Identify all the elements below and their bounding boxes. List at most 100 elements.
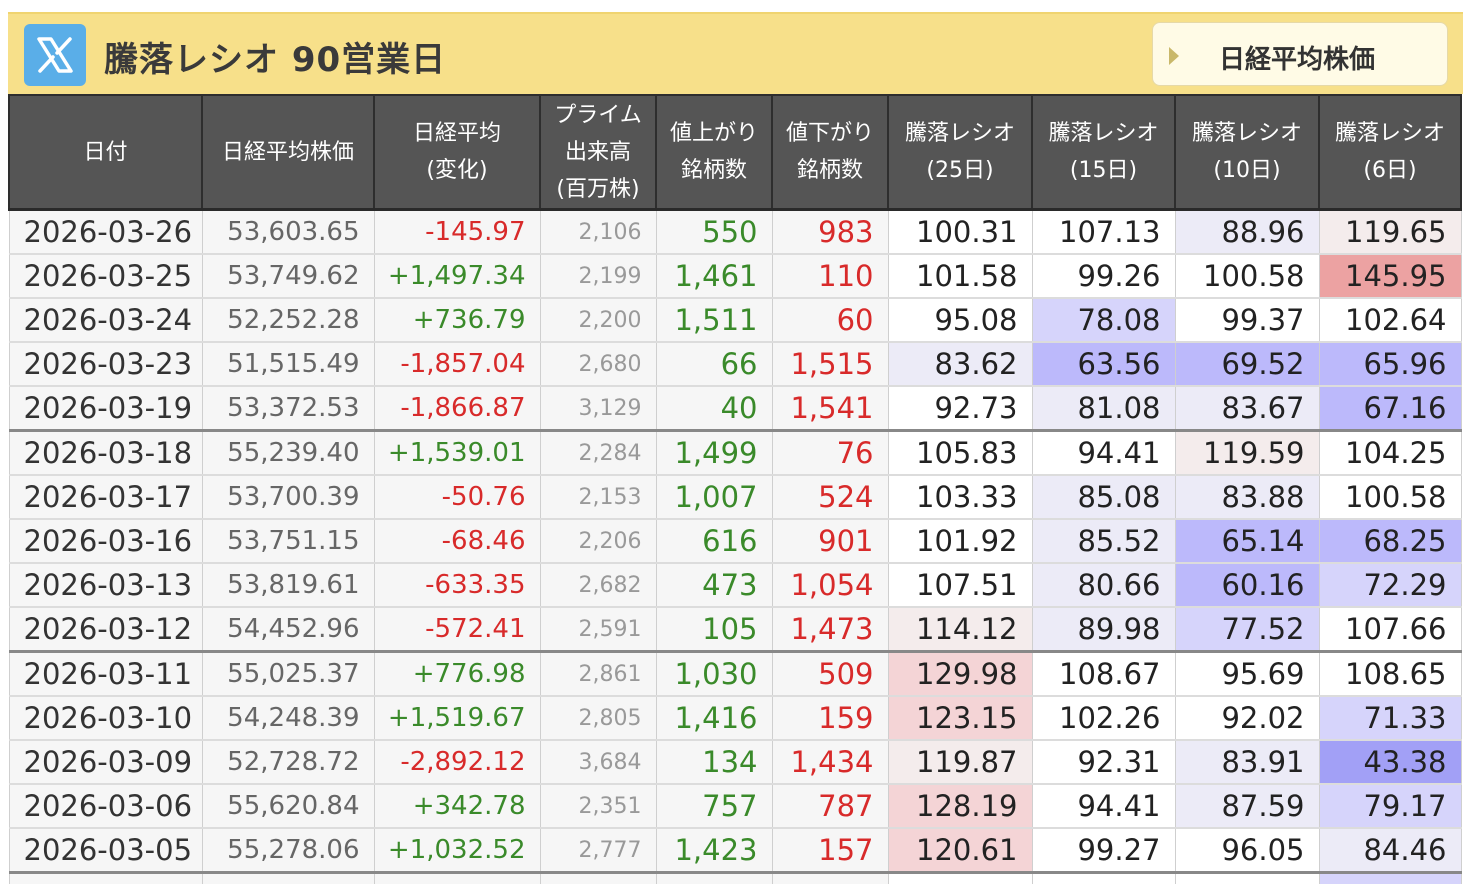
cell-r10: 87.59 — [1175, 784, 1319, 828]
column-header-date[interactable]: 日付 — [9, 95, 202, 210]
cell-r10: 83.67 — [1175, 386, 1319, 431]
cell-date: 2026-03-16 — [9, 519, 202, 563]
x-logo-icon[interactable] — [24, 24, 86, 86]
cell-r6: 108.65 — [1319, 652, 1461, 697]
cell-partial — [772, 873, 888, 884]
cell-r15: 99.26 — [1032, 254, 1175, 298]
cell-change: +736.79 — [374, 298, 540, 342]
cell-volume: 2,805 — [540, 696, 656, 740]
column-header-label: 騰落レシオ — [905, 121, 1015, 146]
cell-volume: 2,682 — [540, 563, 656, 607]
column-header-label: 銘柄数 — [797, 158, 863, 183]
cell-r15: 108.67 — [1032, 652, 1175, 697]
cell-change: -633.35 — [374, 563, 540, 607]
cell-partial — [540, 873, 656, 884]
cell-nikkei: 55,025.37 — [202, 652, 374, 697]
cell-dec: 509 — [772, 652, 888, 697]
column-header-r25[interactable]: 騰落レシオ (25日) — [888, 95, 1032, 210]
column-header-label: (25日) — [926, 158, 993, 183]
cell-r10: 65.14 — [1175, 519, 1319, 563]
cell-r10: 119.59 — [1175, 431, 1319, 476]
cell-nikkei: 55,278.06 — [202, 828, 374, 873]
cell-date: 2026-03-19 — [9, 386, 202, 431]
column-header-r6[interactable]: 騰落レシオ(6日) — [1319, 95, 1461, 210]
cell-date: 2026-03-24 — [9, 298, 202, 342]
column-header-adv[interactable]: 値上がり銘柄数 — [656, 95, 772, 210]
cell-r25: 83.62 — [888, 342, 1032, 386]
cell-r6: 100.58 — [1319, 475, 1461, 519]
cell-r25: 107.51 — [888, 563, 1032, 607]
cell-r6: 107.66 — [1319, 607, 1461, 652]
column-header-r10[interactable]: 騰落レシオ(10日) — [1175, 95, 1319, 210]
cell-r6: 84.46 — [1319, 828, 1461, 873]
column-header-nikkei[interactable]: 日経平均株価 — [202, 95, 374, 210]
cell-r25: 128.19 — [888, 784, 1032, 828]
nikkei-nav-button[interactable]: 日経平均株価 — [1152, 22, 1448, 86]
cell-adv: 757 — [656, 784, 772, 828]
cell-nikkei: 55,620.84 — [202, 784, 374, 828]
cell-volume: 2,680 — [540, 342, 656, 386]
cell-date: 2026-03-13 — [9, 563, 202, 607]
cell-r15: 107.13 — [1032, 210, 1175, 255]
cell-dec: 983 — [772, 210, 888, 255]
cell-r10: 77.52 — [1175, 607, 1319, 652]
cell-r15: 85.52 — [1032, 519, 1175, 563]
cell-dec: 1,434 — [772, 740, 888, 784]
column-header-label: (6日) — [1363, 158, 1416, 183]
cell-volume: 2,861 — [540, 652, 656, 697]
cell-adv: 40 — [656, 386, 772, 431]
cell-r25: 92.73 — [888, 386, 1032, 431]
cell-r15: 99.27 — [1032, 828, 1175, 873]
cell-r25: 123.15 — [888, 696, 1032, 740]
column-header-label: (15日) — [1070, 158, 1137, 183]
column-header-change[interactable]: 日経平均(変化) — [374, 95, 540, 210]
cell-volume: 2,206 — [540, 519, 656, 563]
cell-volume: 2,106 — [540, 210, 656, 255]
column-header-volume[interactable]: プライム出来高(百万株) — [540, 95, 656, 210]
column-header-label: 値下がり — [786, 121, 874, 146]
cell-date: 2026-03-23 — [9, 342, 202, 386]
cell-r6: 65.96 — [1319, 342, 1461, 386]
cell-partial — [1032, 873, 1175, 884]
column-header-r15[interactable]: 騰落レシオ(15日) — [1032, 95, 1175, 210]
cell-r10: 83.91 — [1175, 740, 1319, 784]
cell-dec: 787 — [772, 784, 888, 828]
cell-r25: 129.98 — [888, 652, 1032, 697]
cell-volume: 2,777 — [540, 828, 656, 873]
cell-adv: 1,461 — [656, 254, 772, 298]
cell-dec: 110 — [772, 254, 888, 298]
cell-r6: 43.38 — [1319, 740, 1461, 784]
cell-r10: 88.96 — [1175, 210, 1319, 255]
column-header-label: 出来高 — [565, 140, 631, 165]
cell-nikkei: 55,239.40 — [202, 431, 374, 476]
cell-date: 2026-03-06 — [9, 784, 202, 828]
cell-r25: 100.31 — [888, 210, 1032, 255]
cell-r6: 68.25 — [1319, 519, 1461, 563]
column-header-dec[interactable]: 値下がり銘柄数 — [772, 95, 888, 210]
cell-change: +776.98 — [374, 652, 540, 697]
cell-dec: 1,473 — [772, 607, 888, 652]
cell-r6: 79.17 — [1319, 784, 1461, 828]
cell-adv: 616 — [656, 519, 772, 563]
cell-r25: 103.33 — [888, 475, 1032, 519]
cell-volume: 3,684 — [540, 740, 656, 784]
cell-volume: 3,129 — [540, 386, 656, 431]
cell-adv: 134 — [656, 740, 772, 784]
cell-adv: 1,030 — [656, 652, 772, 697]
cell-partial — [202, 873, 374, 884]
